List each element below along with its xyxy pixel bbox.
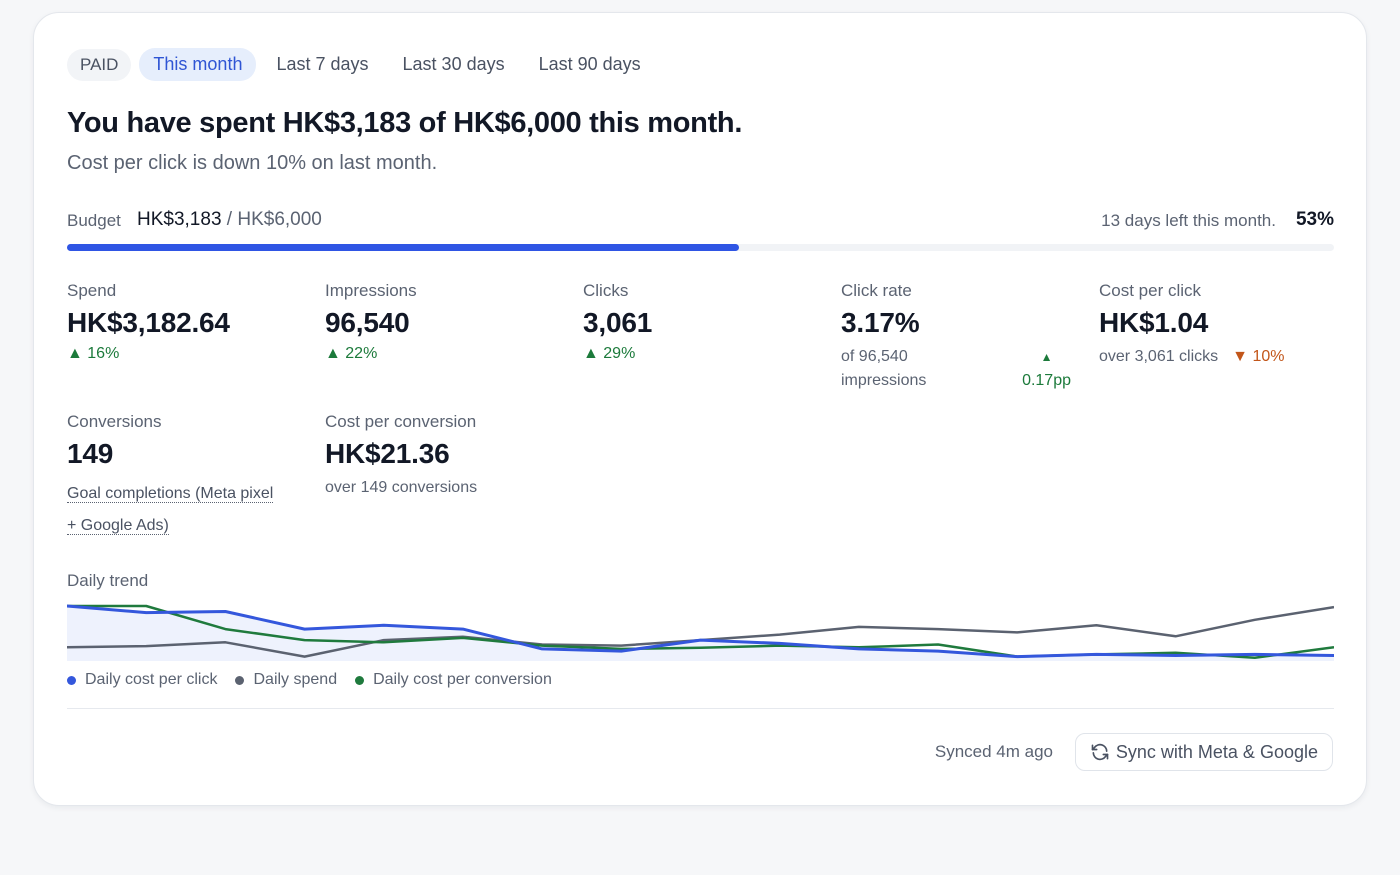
budget-label: Budget: [67, 211, 121, 230]
tab-last-30-days[interactable]: Last 30 days: [402, 54, 505, 74]
legend-item-cpc: Daily cost per click: [67, 671, 217, 689]
metric-label: Cost per conversion: [325, 412, 477, 431]
budget-progress-bar: [67, 244, 1334, 251]
tab-last-90-days[interactable]: Last 90 days: [538, 54, 641, 74]
sync-status: Synced 4m ago: [934, 742, 1053, 761]
days-left: 13 days left this month.: [1101, 211, 1276, 230]
metric-spend: Spend HK$3,182.64 ▲ 16%: [67, 281, 230, 363]
metric-label: Cost per click: [1099, 281, 1202, 300]
tab-last-7-days[interactable]: Last 7 days: [276, 54, 369, 74]
metric-value: 3.17%: [841, 307, 920, 338]
spend-headline: You have spent HK$3,183 of HK$6,000 this…: [67, 107, 743, 139]
budget-separator: /: [221, 209, 238, 230]
metric-delta: ▼ 10%: [1232, 348, 1285, 365]
metric-impressions: Impressions 96,540 ▲ 22%: [325, 281, 417, 363]
date-range-tabs: PAID This month Last 7 days Last 30 days…: [67, 48, 661, 81]
metric-delta-value: 0.17pp: [1022, 372, 1071, 389]
metric-click-rate: Click rate 3.17% of 96,540 impressions ▲…: [841, 281, 1071, 393]
metric-delta: ▲ 16%: [67, 345, 120, 362]
legend-label: Daily spend: [253, 671, 338, 688]
legend-label: Daily cost per click: [85, 671, 218, 688]
metric-label: Conversions: [67, 412, 162, 431]
budget-progress-fill: [67, 244, 739, 251]
conversion-source-link[interactable]: Goal completions (Meta pixel + Google Ad…: [67, 478, 274, 542]
metric-delta: ▲ 22%: [325, 345, 378, 362]
metric-cost-per-click: Cost per click HK$1.04 over 3,061 clicks…: [1099, 281, 1284, 369]
trend-label: Daily trend: [67, 571, 149, 590]
metric-sub-line: of 96,540: [841, 348, 908, 365]
metric-value: 96,540: [325, 307, 410, 338]
cpc-summary: Cost per click is down 10% on last month…: [67, 152, 438, 174]
metric-label: Spend: [67, 281, 117, 300]
trend-legend: Daily cost per click Daily spend Daily c…: [67, 671, 570, 689]
legend-item-spend: Daily spend: [235, 671, 337, 689]
metric-value: HK$3,182.64: [67, 307, 230, 338]
metric-label: Clicks: [583, 281, 629, 300]
sync-button-label: Sync with Meta & Google: [1115, 741, 1318, 762]
metric-sub-row: of 96,540 impressions ▲ 0.17pp: [841, 339, 1071, 393]
metric-conversions: Conversions 149 Goal completions (Meta p…: [67, 412, 274, 542]
budget-spent: HK$3,183: [137, 209, 222, 230]
metric-sub-line: impressions: [841, 372, 927, 389]
metric-sub: over 3,061 clicks: [1099, 348, 1219, 365]
metric-delta: ▲ 0.17pp: [1022, 345, 1071, 393]
legend-label: Daily cost per conversion: [373, 671, 552, 688]
metric-cost-per-conversion: Cost per conversion HK$21.36 over 149 co…: [325, 412, 477, 500]
budget-total: HK$6,000: [237, 209, 322, 230]
budget-percent: 53%: [1295, 209, 1334, 230]
legend-dot: [67, 675, 76, 685]
budget-value: HK$3,183 / HK$6,000: [137, 209, 322, 231]
metric-sub: over 149 conversions: [325, 479, 478, 496]
metric-clicks: Clicks 3,061 ▲ 29%: [583, 281, 652, 363]
metric-value: 149: [67, 438, 114, 469]
budget-row: Budget HK$3,183 / HK$6,000 13 days left …: [67, 209, 1334, 237]
legend-item-cpconv: Daily cost per conversion: [355, 671, 552, 689]
conversion-source-line[interactable]: + Google Ads): [67, 517, 169, 535]
metric-value: HK$21.36: [325, 438, 450, 469]
metric-value: HK$1.04: [1099, 307, 1209, 338]
metric-value: 3,061: [583, 307, 653, 338]
metric-label: Click rate: [841, 281, 912, 300]
metric-sub-row: over 3,061 clicks ▼ 10%: [1099, 339, 1284, 369]
up-arrow-icon: ▲: [1040, 350, 1053, 364]
refresh-icon: [1091, 743, 1109, 761]
metric-label: Impressions: [325, 281, 417, 300]
daily-trend-chart: [67, 604, 1334, 661]
paid-badge: PAID: [67, 48, 132, 81]
series-line-daily-cost-per-click: [67, 604, 1334, 659]
cpc-area-fill: [67, 606, 1334, 661]
conversion-source-line[interactable]: Goal completions (Meta pixel: [67, 485, 274, 503]
legend-dot: [235, 675, 245, 685]
metric-delta: ▲ 29%: [583, 345, 636, 362]
divider: [67, 708, 1334, 709]
metric-sub: of 96,540 impressions: [841, 345, 926, 393]
sync-button[interactable]: Sync with Meta & Google: [1074, 733, 1333, 771]
budget-card: PAID This month Last 7 days Last 30 days…: [33, 12, 1367, 806]
tab-this-month[interactable]: This month: [139, 48, 257, 81]
legend-dot: [355, 675, 365, 685]
